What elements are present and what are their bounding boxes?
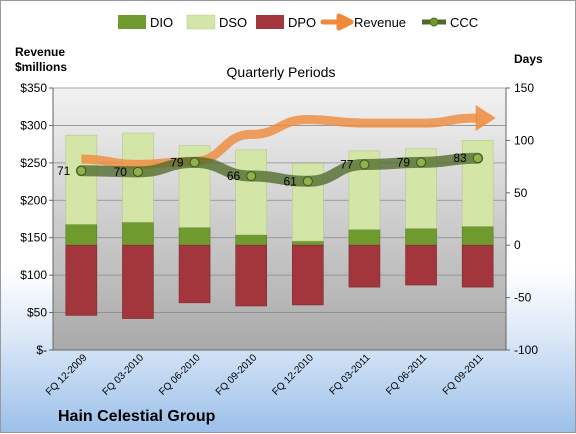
x-tick-label: FQ 06-2011 bbox=[384, 352, 429, 397]
y-left-tick-label: $150 bbox=[20, 231, 47, 245]
legend-swatch-dpo bbox=[256, 15, 284, 29]
bar-dpo bbox=[122, 244, 154, 319]
x-tick-label: FQ 12-2009 bbox=[44, 352, 90, 398]
bar-dpo bbox=[65, 244, 98, 316]
revenue-arrowhead bbox=[475, 104, 496, 131]
bar-dio bbox=[348, 229, 381, 246]
bar-dpo bbox=[178, 244, 211, 304]
revenue-line bbox=[81, 113, 478, 169]
bar-dio bbox=[292, 240, 324, 246]
ccc-data-label: 83 bbox=[453, 151, 467, 165]
x-tick-label: FQ 09-2011 bbox=[441, 352, 486, 397]
ccc-marker bbox=[416, 157, 427, 168]
legend: DIO DSO DPO Revenue CCC bbox=[118, 13, 478, 31]
x-tick-label: FQ 03-2010 bbox=[101, 352, 147, 398]
bar-dpo bbox=[405, 244, 437, 286]
bar-dso bbox=[65, 134, 98, 225]
y-right-tick-label: 0 bbox=[514, 238, 521, 252]
bar-dso bbox=[235, 149, 267, 236]
revenue-series bbox=[81, 104, 496, 169]
ccc-marker bbox=[472, 153, 483, 164]
ccc-data-label: 70 bbox=[114, 165, 128, 179]
y-left-tick-label: $350 bbox=[20, 81, 47, 95]
legend-label-dpo: DPO bbox=[288, 15, 316, 30]
legend-swatch-revenue bbox=[320, 13, 354, 31]
ccc-data-label: 66 bbox=[227, 169, 241, 183]
ccc-series: 71 70 79 66 61 77 79 83 bbox=[57, 151, 484, 188]
x-tick-label: FQ 12-2010 bbox=[270, 352, 316, 398]
legend-label-dso: DSO bbox=[219, 15, 247, 30]
ccc-marker bbox=[302, 176, 313, 187]
bar-dio bbox=[461, 226, 494, 246]
legend-swatch-dso bbox=[186, 14, 216, 30]
y-left-tick-label: $- bbox=[36, 343, 47, 357]
ccc-line bbox=[75, 152, 484, 187]
bar-dpo bbox=[235, 244, 267, 307]
x-tick-label: FQ 03-2011 bbox=[328, 352, 373, 397]
y-right-tick-label: -50 bbox=[514, 291, 532, 305]
y-left-tick-label: $250 bbox=[20, 156, 47, 170]
bar-dio bbox=[235, 234, 267, 246]
ccc-data-label: 77 bbox=[340, 158, 354, 172]
ccc-marker bbox=[246, 171, 257, 182]
legend-label-dio: DIO bbox=[150, 15, 173, 30]
ccc-marker bbox=[359, 159, 370, 170]
ccc-marker bbox=[189, 157, 200, 168]
y-left-tick-label: $100 bbox=[20, 268, 47, 282]
y-left-tick-label: $200 bbox=[20, 193, 47, 207]
y-right-tick-label: 150 bbox=[514, 81, 534, 95]
company-name: Hain Celestial Group bbox=[58, 408, 216, 425]
ccc-data-label: 61 bbox=[283, 174, 297, 188]
x-tick-label: FQ 06-2010 bbox=[157, 352, 203, 398]
y-left-tick-label: $50 bbox=[27, 306, 47, 320]
bar-dio bbox=[122, 221, 154, 246]
bar-dso bbox=[122, 132, 154, 223]
legend-label-ccc: CCC bbox=[450, 15, 478, 30]
legend-swatch-dio bbox=[118, 15, 146, 29]
ccc-marker bbox=[132, 166, 143, 177]
bar-dpo bbox=[348, 244, 381, 288]
y-right-tick-label: -100 bbox=[514, 343, 538, 357]
ccc-data-label: 71 bbox=[57, 164, 71, 178]
ccc-data-label: 79 bbox=[170, 155, 184, 169]
y-left-title-line-1: Revenue bbox=[15, 45, 65, 59]
bar-dio bbox=[405, 228, 437, 246]
legend-swatch-ccc-marker bbox=[429, 17, 439, 27]
bar-dpo bbox=[292, 244, 324, 306]
bar-dpo bbox=[461, 244, 494, 288]
x-tick-label: FQ 09-2010 bbox=[214, 352, 260, 398]
y-left-tick-label: $300 bbox=[20, 118, 47, 132]
bar-dio bbox=[178, 227, 211, 246]
y-right-tick-label: 50 bbox=[514, 186, 528, 200]
ccc-data-label: 79 bbox=[397, 155, 411, 169]
bar-dio bbox=[65, 223, 98, 246]
y-right-tick-label: 100 bbox=[514, 133, 534, 147]
legend-label-revenue: Revenue bbox=[354, 15, 406, 30]
y-left-title-line-2: $millions bbox=[15, 60, 67, 74]
y-right-title: Days bbox=[514, 52, 543, 66]
chart-title: Quarterly Periods bbox=[227, 64, 336, 80]
ccc-marker bbox=[76, 165, 87, 176]
